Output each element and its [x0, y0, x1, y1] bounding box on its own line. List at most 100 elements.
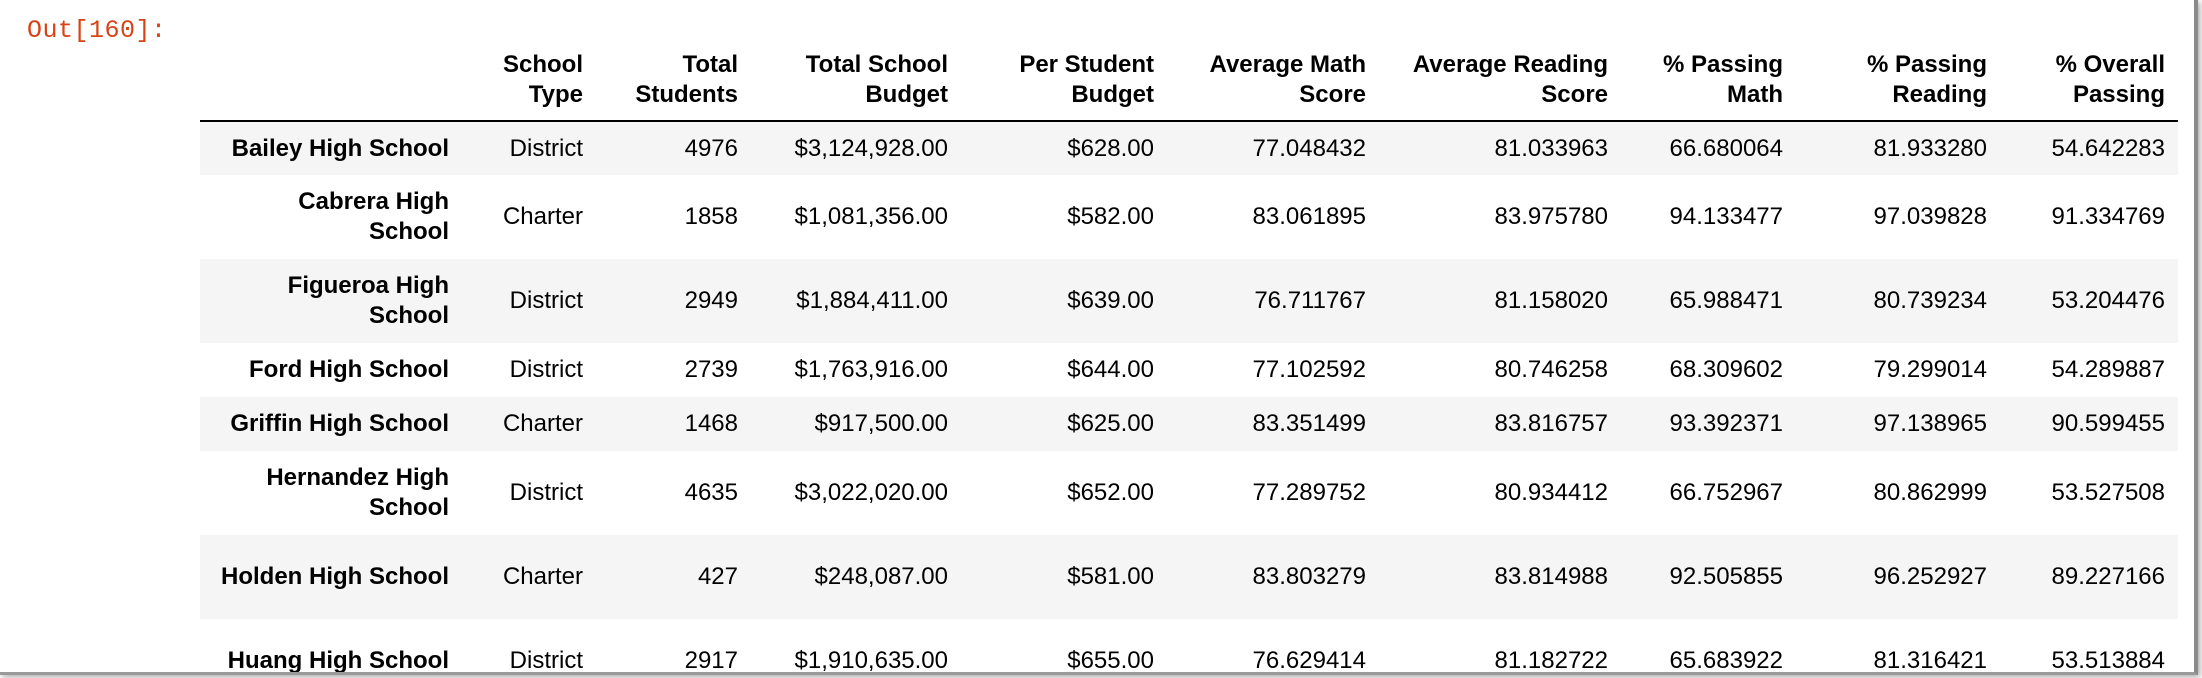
- table-cell: $3,124,928.00: [794, 134, 948, 162]
- column-header: School Type: [462, 47, 596, 122]
- school-summary-table: School Type Total Students Total School Budge…: [200, 47, 2178, 674]
- school-name-cell: Ford High School: [249, 356, 449, 383]
- table-cell: 427: [697, 563, 738, 590]
- header-row: School Type Total Students Total School Budge…: [200, 47, 2178, 122]
- table-cell: $1,081,356.00: [794, 203, 948, 230]
- table-cell: 89.227166: [2051, 563, 2165, 590]
- table-row: Huang High School District 2917 $1,910,635.…: [200, 619, 2178, 674]
- table-cell: $652.00: [1067, 479, 1154, 506]
- table-cell: 80.739234: [1873, 287, 1987, 314]
- table-cell: 54.642283: [2051, 134, 2165, 162]
- table-cell: 83.816757: [1494, 410, 1608, 437]
- table-cell: 53.527508: [2051, 479, 2165, 506]
- school-name-cell: Holden High School: [221, 563, 449, 590]
- table-cell: Charter: [502, 203, 583, 230]
- table-body: Bailey High School District 4976 $3,124,928…: [200, 121, 2178, 674]
- table-cell: 83.061895: [1252, 203, 1366, 230]
- table-cell: 81.182722: [1494, 647, 1608, 674]
- school-name-cell: Huang High School: [227, 647, 449, 674]
- table-cell: 93.392371: [1669, 410, 1783, 437]
- table-cell: 68.309602: [1669, 356, 1783, 383]
- table-cell: 83.975780: [1494, 203, 1608, 230]
- table-cell: $917,500.00: [814, 410, 948, 437]
- table-cell: 76.629414: [1252, 647, 1366, 674]
- table-cell: 66.752967: [1669, 479, 1783, 506]
- school-name-cell: Cabrera High School: [298, 188, 449, 245]
- table-cell: 2917: [684, 647, 738, 674]
- table-cell: 80.862999: [1873, 479, 1987, 506]
- table-cell: 97.138965: [1873, 410, 1987, 437]
- column-header: Per Student Budget: [961, 47, 1167, 122]
- table-cell: $655.00: [1067, 647, 1154, 674]
- table-cell: 76.711767: [1254, 287, 1366, 314]
- table-cell: 81.033963: [1494, 134, 1608, 162]
- table-cell: 2739: [684, 356, 738, 383]
- table-cell: 1468: [684, 410, 738, 437]
- table-row: Figueroa High School District 2949 $1,884,4…: [200, 259, 2178, 343]
- table-cell: District: [509, 479, 583, 506]
- table-row: Griffin High School Charter 1468 $917,500.0…: [200, 397, 2178, 451]
- table-cell: $625.00: [1067, 410, 1154, 437]
- column-header: Average Reading Score: [1379, 47, 1621, 122]
- column-header: Total School Budget: [751, 47, 961, 122]
- school-name-cell: Figueroa High School: [287, 272, 449, 329]
- table-row: Ford High School District 2739 $1,763,916.0…: [200, 343, 2178, 397]
- table-row: Holden High School Charter 427 $248,087.00 $…: [200, 535, 2178, 619]
- column-header: Average Math Score: [1167, 47, 1379, 122]
- table-cell: 79.299014: [1873, 356, 1987, 383]
- table-cell: 83.351499: [1252, 410, 1366, 437]
- index-header: [200, 47, 462, 122]
- table-cell: Charter: [502, 563, 583, 590]
- table-cell: 81.158020: [1494, 287, 1608, 314]
- table-cell: $639.00: [1067, 287, 1154, 314]
- dataframe-container: School Type Total Students Total School Budge…: [200, 47, 2178, 674]
- table-cell: 96.252927: [1873, 563, 1987, 590]
- column-header: Total Students: [596, 47, 751, 122]
- column-header: % Passing Math: [1621, 47, 1796, 122]
- table-cell: 91.334769: [2051, 203, 2165, 230]
- table-cell: $1,910,635.00: [794, 647, 948, 674]
- table-cell: $582.00: [1067, 203, 1154, 230]
- column-header: % Passing Reading: [1796, 47, 2000, 122]
- table-cell: 53.513884: [2051, 647, 2165, 674]
- table-cell: 94.133477: [1669, 203, 1783, 230]
- table-cell: $628.00: [1067, 134, 1154, 162]
- school-name-cell: Griffin High School: [230, 410, 449, 437]
- table-row: Cabrera High School Charter 1858 $1,081,356…: [200, 175, 2178, 259]
- table-cell: 77.289752: [1252, 479, 1366, 506]
- table-cell: $1,884,411.00: [796, 287, 948, 314]
- table-cell: District: [509, 647, 583, 674]
- table-cell: 54.289887: [2051, 356, 2165, 383]
- table-row: Bailey High School District 4976 $3,124,928…: [200, 121, 2178, 175]
- table-cell: $644.00: [1067, 356, 1154, 383]
- table-cell: 65.683922: [1669, 647, 1783, 674]
- table-cell: $248,087.00: [814, 563, 948, 590]
- column-header: % Overall Passing: [2000, 47, 2178, 122]
- table-cell: 65.988471: [1669, 287, 1783, 314]
- table-cell: District: [509, 287, 583, 314]
- table-header: School Type Total Students Total School Budge…: [200, 47, 2178, 122]
- table-cell: $1,763,916.00: [794, 356, 948, 383]
- table-cell: 4635: [684, 479, 738, 506]
- table-cell: 92.505855: [1669, 563, 1783, 590]
- table-row: Hernandez High School District 4635 $3,022,…: [200, 451, 2178, 535]
- table-cell: District: [509, 356, 583, 383]
- table-cell: 53.204476: [2051, 287, 2165, 314]
- table-cell: 81.316421: [1873, 647, 1987, 674]
- table-cell: 1858: [684, 203, 738, 230]
- table-cell: 4976: [684, 134, 738, 162]
- output-prompt: Out[160]:: [27, 16, 167, 45]
- table-cell: 83.814988: [1494, 563, 1608, 590]
- table-cell: 97.039828: [1873, 203, 1987, 230]
- table-cell: 83.803279: [1252, 563, 1366, 590]
- table-cell: 90.599455: [2051, 410, 2165, 437]
- table-cell: 77.048432: [1252, 134, 1366, 162]
- table-cell: District: [509, 134, 583, 162]
- table-cell: 66.680064: [1669, 134, 1783, 162]
- table-cell: Charter: [502, 410, 583, 437]
- table-cell: $3,022,020.00: [794, 479, 948, 506]
- school-name-cell: Bailey High School: [231, 134, 449, 162]
- table-cell: 77.102592: [1252, 356, 1366, 383]
- table-cell: $581.00: [1067, 563, 1154, 590]
